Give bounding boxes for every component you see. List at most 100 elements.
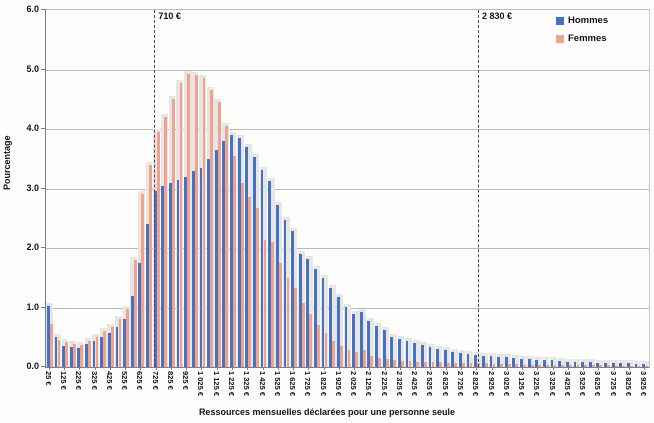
bar-group-3075eur	[511, 10, 520, 367]
bar-hommes	[543, 360, 546, 367]
bar-femmes	[462, 362, 465, 367]
bar-femmes	[523, 364, 526, 367]
bar-hommes	[619, 363, 623, 367]
bar-group-1725eur	[305, 10, 314, 367]
bar-shadow	[214, 99, 222, 367]
bar-group-2275eur	[389, 10, 397, 367]
bar-group-3825eur	[626, 10, 634, 367]
bar-hommes	[252, 156, 256, 367]
y-tick	[41, 306, 45, 308]
bar-femmes	[431, 362, 435, 367]
bar-group-1675eur	[298, 10, 306, 367]
bar-group-3925eur	[641, 10, 649, 367]
bar-shadow	[374, 322, 382, 367]
x-tick-label: 325 €	[89, 371, 99, 390]
bar-femmes	[202, 78, 206, 367]
bar-hommes	[474, 354, 478, 367]
bar-hommes	[626, 363, 630, 367]
bar-group-2725eur	[458, 10, 466, 367]
bar-shadow	[84, 337, 92, 367]
bar-shadow	[229, 131, 237, 367]
x-tick	[64, 367, 66, 370]
bar-group-3375eur	[557, 10, 565, 367]
bar-femmes	[637, 365, 641, 367]
bar-femmes	[324, 332, 328, 367]
bar-femmes	[591, 365, 595, 367]
x-tick-label: 2 025 €	[349, 371, 359, 397]
bar-shadow	[351, 311, 359, 367]
bar-hommes	[428, 346, 432, 367]
bar-femmes	[294, 288, 297, 367]
bar-hommes	[260, 170, 264, 367]
bar-hommes	[62, 345, 65, 367]
x-tick	[94, 367, 96, 370]
x-tick	[247, 367, 249, 370]
bar-femmes	[65, 342, 68, 367]
bar-group-1425eur	[260, 10, 268, 367]
bar-femmes	[614, 365, 618, 367]
bar-hommes	[573, 361, 577, 367]
bar-group-25eur	[46, 10, 54, 367]
x-tick	[369, 367, 371, 370]
bar-femmes	[645, 365, 649, 367]
x-tick-label: 825 €	[165, 371, 175, 390]
bar-shadow	[573, 358, 580, 367]
bar-hommes	[398, 339, 401, 367]
x-tick	[109, 367, 111, 370]
bar-hommes	[489, 356, 493, 367]
bar-shadow	[168, 96, 176, 367]
bar-group-1025eur	[199, 10, 207, 367]
bar-group-1075eur	[206, 10, 214, 367]
bar-shadow	[191, 72, 199, 367]
bar-group-3275eur	[542, 10, 550, 367]
x-tick	[644, 367, 646, 370]
x-tick-label: 625 €	[135, 371, 145, 390]
bar-femmes	[210, 90, 213, 367]
bar-shadow	[366, 317, 374, 367]
femmes-swatch-icon	[556, 34, 564, 43]
bar-group-1275eur	[237, 10, 245, 367]
x-tick	[232, 367, 233, 370]
bar-femmes	[80, 345, 84, 367]
x-tick	[491, 367, 493, 370]
bar-hommes	[207, 158, 210, 367]
bar-shadow	[634, 361, 641, 367]
x-tick	[262, 367, 264, 370]
bar-hommes	[230, 134, 233, 367]
x-tick	[125, 367, 127, 370]
bar-shadow	[550, 357, 557, 367]
bar-shadow	[137, 191, 145, 367]
bar-hommes	[306, 258, 310, 367]
x-tick	[354, 367, 356, 370]
bar-hommes	[222, 140, 226, 367]
x-tick-label: 25 €	[43, 371, 53, 386]
bar-group-1875eur	[328, 10, 336, 367]
bar-shadow	[183, 70, 191, 367]
bar-femmes	[263, 239, 267, 367]
bar-femmes	[546, 364, 549, 367]
bar-hommes	[329, 287, 333, 367]
bar-femmes	[339, 346, 343, 367]
bar-hommes	[46, 306, 50, 367]
bar-femmes	[599, 365, 603, 367]
bar-hommes	[54, 337, 58, 367]
x-tick-label: 3 925 €	[639, 371, 649, 397]
bar-hommes	[268, 180, 272, 367]
bar-hommes	[100, 337, 104, 367]
bar-shadow	[122, 306, 130, 367]
bar-femmes	[530, 364, 534, 367]
bar-hommes	[481, 355, 485, 367]
bar-hommes	[504, 357, 508, 367]
bar-shadow	[176, 79, 183, 367]
reference-line-710	[154, 10, 156, 367]
x-tick-label: 3 525 €	[578, 371, 588, 397]
bar-femmes	[317, 324, 320, 367]
bar-hommes	[558, 361, 562, 367]
bar-hommes	[588, 362, 592, 367]
x-tick-label: 2 325 €	[394, 371, 404, 397]
bar-femmes	[408, 361, 412, 367]
bar-group-3875eur	[634, 10, 642, 367]
bar-hommes	[283, 220, 287, 367]
bar-hommes	[535, 359, 539, 367]
bar-hommes	[314, 269, 317, 367]
